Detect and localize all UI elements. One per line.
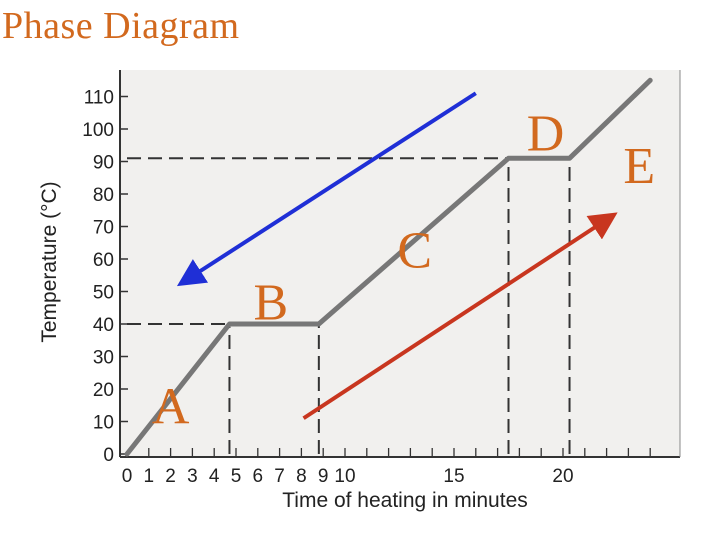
y-tick-label: 60 [93, 250, 114, 271]
x-tick-label: 6 [253, 466, 264, 487]
y-tick-label: 90 [93, 153, 114, 174]
y-tick-label: 30 [93, 348, 114, 369]
x-tick-label: 1 [144, 466, 155, 487]
y-tick-label: 100 [82, 120, 114, 141]
y-tick-label: 0 [103, 445, 114, 466]
x-tick-label: 4 [209, 466, 220, 487]
y-tick-label: 80 [93, 185, 114, 206]
axes [119, 70, 681, 458]
slide-title: Phase Diagram [2, 5, 240, 47]
x-tick-label: 20 [552, 466, 573, 487]
region-label-c: C [397, 222, 432, 279]
x-tick-label: 2 [165, 466, 176, 487]
heating-curve [124, 77, 653, 457]
arrows [176, 91, 618, 420]
y-tick-label: 50 [93, 283, 114, 304]
y-tick-label: 40 [93, 315, 114, 336]
x-tick-label: 3 [187, 466, 198, 487]
cooling-arrow [176, 91, 477, 287]
region-label-d: D [527, 105, 565, 162]
region-label-e: E [623, 138, 655, 195]
x-tick-label: 9 [318, 466, 329, 487]
x-tick-label: 5 [231, 466, 242, 487]
region-label-a: A [152, 378, 190, 435]
y-tick-label: 110 [84, 88, 114, 109]
reference-lines [127, 157, 571, 454]
x-axis-title: Time of heating in minutes [282, 489, 528, 512]
heating-curve-line [124, 77, 653, 457]
x-tick-label: 0 [122, 466, 133, 487]
y-tick-label: 10 [93, 413, 114, 434]
heating-arrow [302, 212, 618, 420]
y-axis-title: Temperature (°C) [38, 181, 61, 342]
x-tick-label: 15 [443, 466, 464, 487]
y-tick-label: 70 [93, 218, 114, 239]
x-tick-label: 7 [274, 466, 285, 487]
region-labels: A B C D E [152, 105, 655, 435]
x-tick-label: 10 [334, 466, 355, 487]
region-label-b: B [254, 274, 289, 331]
y-tick-label: 20 [93, 380, 114, 401]
x-tick-label: 8 [296, 466, 307, 487]
